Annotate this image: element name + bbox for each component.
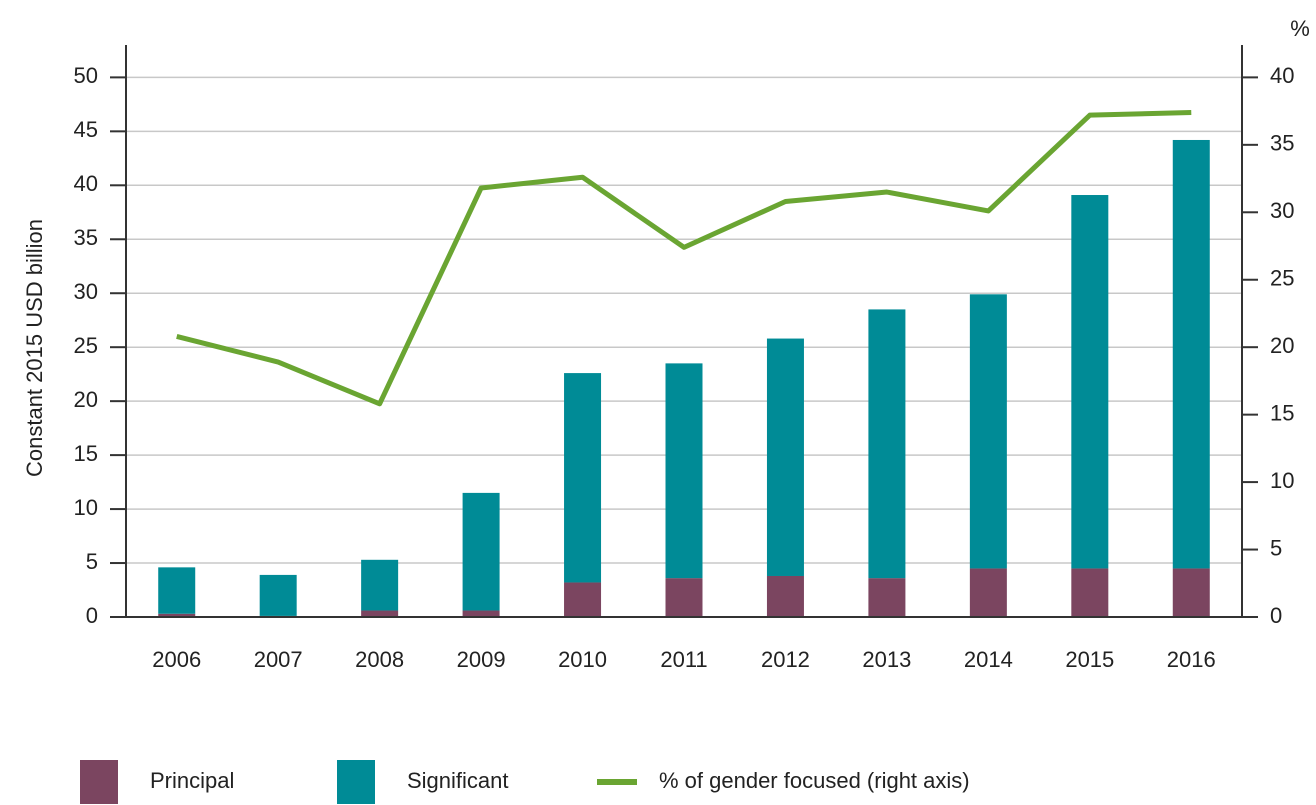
x-tick-label: 2010 bbox=[558, 647, 607, 672]
x-tick-label: 2015 bbox=[1065, 647, 1114, 672]
y2-tick-label: 15 bbox=[1270, 400, 1294, 425]
y-tick-label: 10 bbox=[74, 495, 98, 520]
legend-marker bbox=[337, 760, 375, 804]
y-tick-label: 0 bbox=[86, 603, 98, 628]
y2-tick-label: 0 bbox=[1270, 603, 1282, 628]
y2-tick-label: 35 bbox=[1270, 131, 1294, 156]
y-axis-label: Constant 2015 USD billion bbox=[22, 219, 47, 477]
y-tick-label: 5 bbox=[86, 549, 98, 574]
x-tick-label: 2009 bbox=[457, 647, 506, 672]
legend-label: Significant bbox=[407, 768, 509, 793]
bar-segment bbox=[665, 363, 703, 579]
bar-segment bbox=[158, 613, 196, 617]
bar-segment bbox=[462, 492, 500, 611]
x-tick-label: 2012 bbox=[761, 647, 810, 672]
y-tick-label: 35 bbox=[74, 225, 98, 250]
y2-tick-label: 10 bbox=[1270, 468, 1294, 493]
bar-segment bbox=[1071, 568, 1109, 617]
bar-segment bbox=[665, 578, 703, 617]
bar-segment bbox=[1071, 195, 1109, 569]
x-tick-label: 2008 bbox=[355, 647, 404, 672]
y2-tick-label: 40 bbox=[1270, 63, 1294, 88]
x-tick-label: 2013 bbox=[862, 647, 911, 672]
bar-segment bbox=[868, 578, 906, 617]
y2-tick-label: 5 bbox=[1270, 535, 1282, 560]
y2-tick-label: 30 bbox=[1270, 198, 1294, 223]
bar-segment bbox=[361, 559, 399, 611]
bar-segment bbox=[969, 568, 1007, 617]
legend-marker bbox=[80, 760, 118, 804]
bar-segment bbox=[766, 575, 804, 617]
legend-label: Principal bbox=[150, 768, 234, 793]
bar-segment bbox=[969, 294, 1007, 569]
bar-segment bbox=[462, 610, 500, 617]
y-tick-label: 15 bbox=[74, 441, 98, 466]
y-tick-label: 45 bbox=[74, 117, 98, 142]
bar-segment bbox=[1172, 139, 1210, 569]
y-tick-label: 40 bbox=[74, 171, 98, 196]
bar-segment bbox=[158, 567, 196, 614]
y-tick-label: 25 bbox=[74, 333, 98, 358]
y-tick-label: 50 bbox=[74, 63, 98, 88]
bar-segment bbox=[564, 373, 602, 583]
x-tick-label: 2007 bbox=[254, 647, 303, 672]
y2-axis-label: % bbox=[1290, 16, 1310, 41]
y-tick-label: 30 bbox=[74, 279, 98, 304]
legend-label: % of gender focused (right axis) bbox=[659, 768, 970, 793]
x-tick-label: 2006 bbox=[152, 647, 201, 672]
bar-segment bbox=[259, 574, 297, 616]
bar-segment bbox=[361, 610, 399, 617]
bar-segment bbox=[1172, 568, 1210, 617]
x-tick-label: 2016 bbox=[1167, 647, 1216, 672]
y2-tick-label: 20 bbox=[1270, 333, 1294, 358]
y-tick-label: 20 bbox=[74, 387, 98, 412]
x-tick-label: 2014 bbox=[964, 647, 1013, 672]
bar-segment bbox=[766, 338, 804, 576]
bar-segment bbox=[564, 582, 602, 617]
x-tick-label: 2011 bbox=[660, 647, 707, 672]
bar-segment bbox=[868, 309, 906, 579]
line bbox=[176, 109, 1192, 407]
y2-tick-label: 25 bbox=[1270, 266, 1294, 291]
